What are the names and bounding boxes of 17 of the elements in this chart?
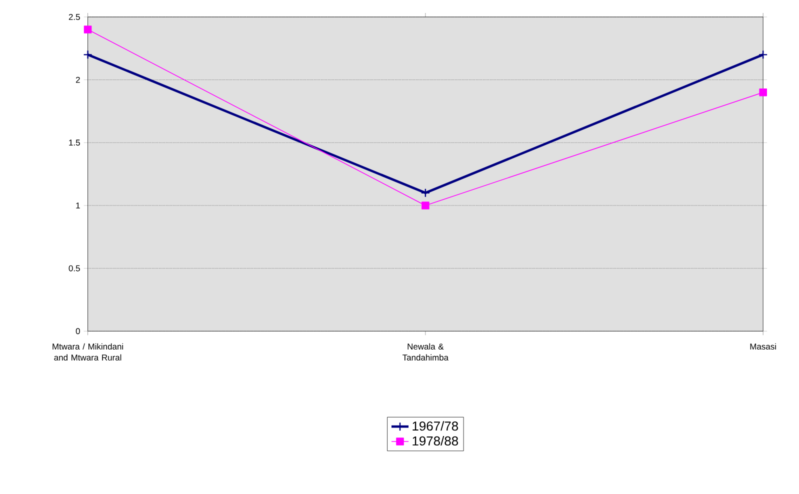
- point: [758, 50, 768, 60]
- y-tick-label: 0: [76, 328, 80, 334]
- point: [422, 202, 430, 210]
- legend-label: 1978/88: [412, 436, 458, 446]
- point: [84, 26, 92, 34]
- legend-label: 1967/78: [412, 421, 458, 431]
- x-tick-label: Newala & Tandahimba: [402, 343, 449, 361]
- y-tick-label: 1: [76, 202, 80, 209]
- x-tick-label: Mtwara / Mikindani and Mtwara Rural: [52, 343, 124, 361]
- y-tick-label: 0.5: [68, 265, 80, 272]
- y-tick-label: 2: [76, 76, 80, 83]
- x-tick-label: Masasi: [750, 343, 776, 350]
- y-tick-label: 2.5: [68, 14, 80, 20]
- point: [83, 50, 92, 60]
- point: [759, 88, 767, 96]
- y-tick-label: 1.5: [69, 140, 80, 146]
- point: [420, 188, 430, 198]
